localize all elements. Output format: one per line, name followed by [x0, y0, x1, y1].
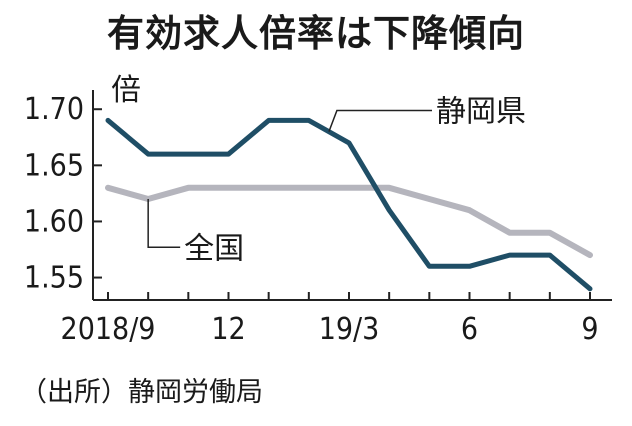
x-tick-label: 12 [211, 312, 245, 347]
y-axis-unit-label: 倍 [111, 73, 141, 108]
y-tick-label: 1.55 [24, 261, 84, 296]
y-tick-label: 1.70 [24, 92, 84, 127]
series-label-leader [328, 109, 432, 132]
chart-title: 有効求人倍率は下降傾向 [107, 12, 525, 55]
x-tick-label: 9 [581, 312, 598, 347]
series-label-leader [147, 199, 181, 249]
y-tick-label: 1.60 [24, 204, 84, 239]
source-note: （出所）静岡労働局 [20, 377, 263, 408]
axes: 1.55 1.60 1.65 1.70 倍 2018/9 12 19/3 6 9 [24, 73, 612, 347]
x-tick-label: 2018/9 [61, 312, 156, 347]
x-tick-label: 6 [461, 312, 478, 347]
series-label: 全国 [184, 231, 244, 266]
series-label: 静岡県 [436, 94, 526, 129]
y-tick-label: 1.65 [24, 148, 84, 183]
series-line [105, 184, 593, 259]
series-layer [105, 117, 593, 292]
x-tick-label: 19/3 [319, 312, 380, 347]
series-line [105, 117, 593, 292]
